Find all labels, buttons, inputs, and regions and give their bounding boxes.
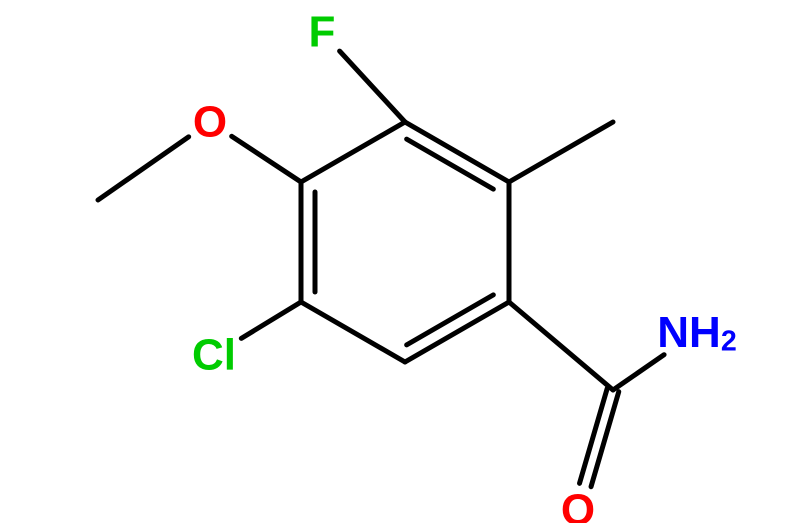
atom-label-cl: Cl — [192, 331, 236, 380]
bond — [591, 392, 619, 487]
atom-label-nh2: NH2 — [657, 308, 736, 358]
bond — [232, 136, 301, 182]
bond — [241, 302, 301, 338]
bond — [509, 302, 613, 390]
bond — [405, 302, 509, 362]
bond — [301, 302, 405, 362]
bond — [613, 355, 664, 390]
atom-label-o2: O — [561, 486, 595, 523]
bond — [340, 51, 405, 122]
bond — [509, 122, 613, 182]
bond — [98, 137, 189, 200]
bond — [301, 122, 405, 182]
bond — [580, 388, 608, 483]
bond — [405, 122, 509, 182]
atom-label-f: F — [309, 8, 336, 57]
atom-label-o1: O — [193, 98, 227, 147]
